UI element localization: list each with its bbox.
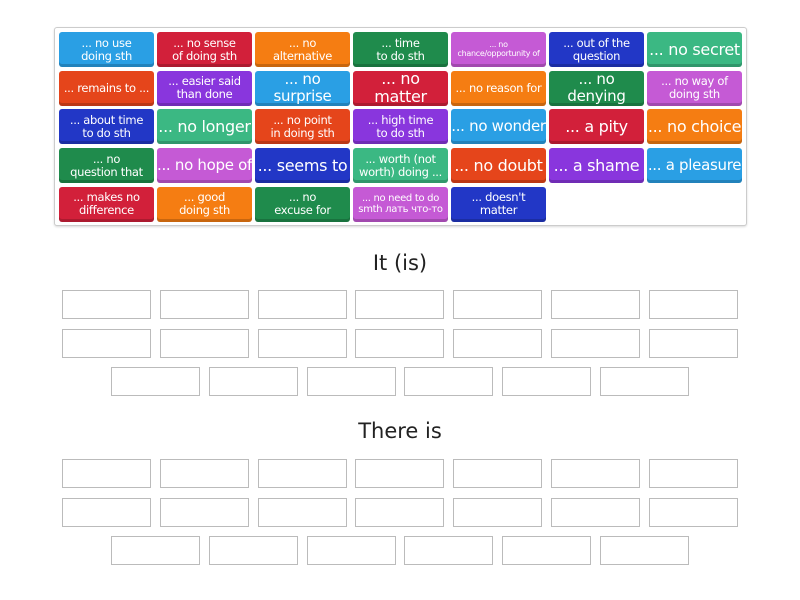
drop-slot[interactable]: [648, 290, 738, 319]
drop-slot[interactable]: [62, 290, 151, 319]
drop-slot[interactable]: [551, 290, 640, 319]
draggable-tile[interactable]: ... high time to do sth: [353, 109, 448, 145]
draggable-tile[interactable]: ... no longer: [157, 109, 252, 145]
draggable-tile[interactable]: ... no point in doing sth: [255, 109, 350, 145]
drop-slot[interactable]: [453, 290, 543, 319]
drop-slot[interactable]: [257, 328, 347, 358]
drop-slot[interactable]: [208, 536, 298, 565]
drop-slot[interactable]: [355, 459, 445, 488]
drop-slot[interactable]: [600, 367, 689, 396]
draggable-tile[interactable]: ... no denying: [549, 70, 644, 106]
draggable-tile[interactable]: ... no choice: [647, 109, 742, 145]
draggable-tile[interactable]: ... no matter: [353, 70, 448, 106]
draggable-tile[interactable]: ... easier said than done: [157, 70, 252, 106]
draggable-tile[interactable]: ... makes no difference: [59, 186, 154, 222]
drop-slot[interactable]: [600, 536, 689, 565]
draggable-tile[interactable]: ... no excuse for: [255, 186, 350, 222]
tile-tray: ... no use doing sth... no sense of doin…: [54, 27, 747, 226]
draggable-tile[interactable]: ... worth (not worth) doing ...: [353, 148, 448, 184]
drop-slot[interactable]: [648, 328, 738, 358]
drop-slot[interactable]: [208, 367, 298, 396]
draggable-tile[interactable]: ... no chance/opportunity of: [451, 32, 546, 67]
drop-slot[interactable]: [62, 459, 151, 488]
group-title: It (is): [372, 251, 428, 275]
drop-slot[interactable]: [453, 497, 543, 527]
draggable-tile[interactable]: ... no doubt: [451, 148, 546, 184]
drop-slot[interactable]: [159, 459, 249, 488]
drop-slot[interactable]: [551, 328, 640, 358]
draggable-tile[interactable]: ... good doing sth: [157, 186, 252, 222]
draggable-tile[interactable]: ... no need to do smth лать что-то: [353, 186, 448, 222]
drop-slot[interactable]: [159, 497, 249, 527]
draggable-tile[interactable]: ... no wonder: [451, 109, 546, 145]
drop-slot[interactable]: [306, 536, 396, 565]
draggable-tile[interactable]: ... doesn't matter: [451, 186, 546, 222]
draggable-tile[interactable]: ... a pleasure: [647, 148, 742, 184]
draggable-tile[interactable]: ... no way of doing sth: [647, 70, 742, 106]
draggable-tile[interactable]: ... about time to do sth: [59, 109, 154, 145]
draggable-tile[interactable]: ... out of the question: [549, 32, 644, 67]
drop-slot[interactable]: [159, 328, 249, 358]
draggable-tile[interactable]: ... remains to ...: [59, 70, 154, 106]
drop-slot[interactable]: [404, 367, 494, 396]
group-title: There is: [358, 419, 442, 443]
draggable-tile[interactable]: ... no use doing sth: [59, 32, 154, 67]
draggable-tile[interactable]: ... a shame: [549, 148, 644, 184]
drop-slot[interactable]: [648, 497, 738, 527]
draggable-tile[interactable]: ... a pity: [549, 109, 644, 145]
draggable-tile[interactable]: ... no alternative: [255, 32, 350, 67]
drop-slot[interactable]: [502, 536, 592, 565]
drop-slot[interactable]: [404, 536, 494, 565]
drop-slot[interactable]: [62, 328, 151, 358]
draggable-tile[interactable]: ... no surprise: [255, 70, 350, 106]
drop-slot[interactable]: [453, 459, 543, 488]
draggable-tile[interactable]: ... seems to: [255, 148, 350, 184]
drop-slot[interactable]: [551, 459, 640, 488]
draggable-tile[interactable]: ... no question that: [59, 148, 154, 184]
draggable-tile[interactable]: ... no secret: [647, 32, 742, 67]
drop-slot[interactable]: [648, 459, 738, 488]
drop-slot[interactable]: [502, 367, 592, 396]
draggable-tile[interactable]: ... no hope of: [157, 148, 252, 184]
drop-slot[interactable]: [257, 459, 347, 488]
drop-slot[interactable]: [453, 328, 543, 358]
drop-slot[interactable]: [257, 290, 347, 319]
drop-slot[interactable]: [551, 497, 640, 527]
drop-slot[interactable]: [159, 290, 249, 319]
draggable-tile[interactable]: ... no sense of doing sth: [157, 32, 252, 67]
drop-slot[interactable]: [257, 497, 347, 527]
drop-slot[interactable]: [355, 290, 445, 319]
drop-slot[interactable]: [111, 536, 200, 565]
draggable-tile[interactable]: ... no reason for: [451, 70, 546, 106]
drop-slot[interactable]: [306, 367, 396, 396]
drop-slot[interactable]: [62, 497, 151, 527]
draggable-tile[interactable]: ... time to do sth: [353, 32, 448, 67]
drop-slot[interactable]: [111, 367, 200, 396]
drop-slot[interactable]: [355, 328, 445, 358]
drop-slot[interactable]: [355, 497, 445, 527]
